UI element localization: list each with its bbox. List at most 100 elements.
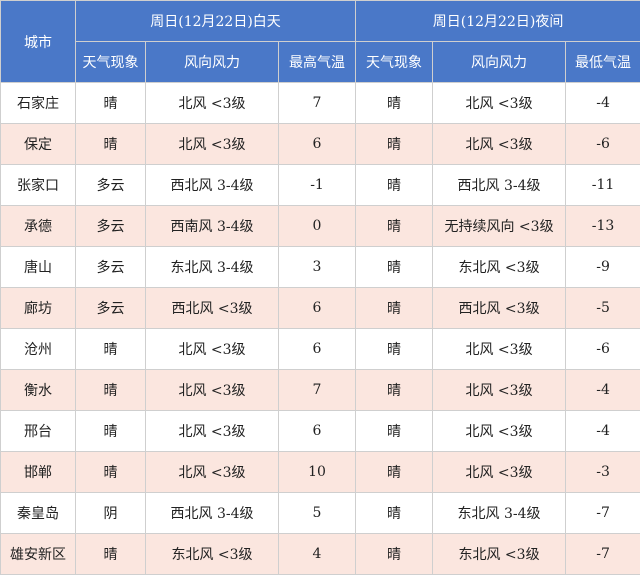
table-row: 承德 多云 西南风 3-4级 0 晴无持续风向 <3级 -13: [0, 205, 640, 247]
table-row: 沧州晴北风 <3级 6 晴北风 <3级 -6: [0, 328, 640, 370]
night-weather-header: 天气现象: [355, 41, 434, 83]
night-weather-cell: 晴: [355, 205, 434, 247]
night-wind-cell: 北风 <3级: [432, 410, 567, 452]
high-temp-cell: 3: [277, 246, 357, 288]
city-header: 城市: [0, 0, 76, 83]
city-cell: 承德: [0, 205, 76, 247]
night-weather-cell: 晴: [355, 246, 434, 288]
high-temp-cell: 10: [277, 451, 357, 493]
day-wind-cell: 西北风 <3级: [145, 287, 279, 329]
day-weather-cell: 多云: [75, 246, 146, 288]
high-temp-cell: 6: [277, 123, 357, 165]
low-temp-cell: -9: [565, 246, 640, 288]
low-temp-cell: -11: [565, 164, 640, 206]
low-temp-cell: -4: [565, 410, 640, 452]
high-temp-cell: 7: [277, 369, 357, 411]
high-temp-cell: 4: [277, 533, 357, 575]
city-cell: 廊坊: [0, 287, 76, 329]
night-wind-header: 风向风力: [432, 41, 567, 83]
city-cell: 保定: [0, 123, 76, 165]
night-weather-cell: 晴: [355, 492, 434, 534]
low-temp-cell: -4: [565, 369, 640, 411]
day-wind-cell: 北风 <3级: [145, 82, 279, 124]
high-temp-cell: -1: [277, 164, 357, 206]
day-wind-cell: 北风 <3级: [145, 328, 279, 370]
day-wind-cell: 北风 <3级: [145, 369, 279, 411]
day-weather-cell: 晴: [75, 410, 146, 452]
city-cell: 雄安新区: [0, 533, 76, 575]
night-wind-cell: 东北风 3-4级: [432, 492, 567, 534]
day-wind-cell: 东北风 3-4级: [145, 246, 279, 288]
day-weather-cell: 晴: [75, 533, 146, 575]
high-temp-cell: 6: [277, 287, 357, 329]
night-weather-cell: 晴: [355, 82, 434, 124]
night-weather-cell: 晴: [355, 287, 434, 329]
low-temp-cell: -13: [565, 205, 640, 247]
day-wind-cell: 西北风 3-4级: [145, 164, 279, 206]
day-wind-cell: 西北风 3-4级: [145, 492, 279, 534]
day-wind-cell: 北风 <3级: [145, 410, 279, 452]
table-row: 石家庄晴北风 <3级 7 晴北风 <3级 -4: [0, 82, 640, 124]
high-temp-cell: 5: [277, 492, 357, 534]
city-cell: 唐山: [0, 246, 76, 288]
day-weather-cell: 晴: [75, 451, 146, 493]
day-weather-cell: 晴: [75, 369, 146, 411]
high-temp-cell: 6: [277, 410, 357, 452]
high-temp-cell: 7: [277, 82, 357, 124]
night-wind-cell: 北风 <3级: [432, 369, 567, 411]
night-wind-cell: 东北风 <3级: [432, 246, 567, 288]
low-temp-cell: -5: [565, 287, 640, 329]
night-weather-cell: 晴: [355, 164, 434, 206]
day-weather-cell: 晴: [75, 82, 146, 124]
nighttime-header: 周日(12月22日)夜间: [355, 0, 640, 42]
table-row: 廊坊 多云 西北风 <3级 6 晴西北风 <3级 -5: [0, 287, 640, 329]
night-weather-cell: 晴: [355, 369, 434, 411]
high-temp-header: 最高气温: [277, 41, 357, 83]
day-wind-cell: 北风 <3级: [145, 451, 279, 493]
night-wind-cell: 东北风 <3级: [432, 533, 567, 575]
low-temp-cell: -6: [565, 328, 640, 370]
day-weather-cell: 阴: [75, 492, 146, 534]
table-row: 唐山 多云 东北风 3-4级 3 晴东北风 <3级 -9: [0, 246, 640, 288]
night-wind-cell: 北风 <3级: [432, 82, 567, 124]
table-row: 邢台晴北风 <3级 6 晴北风 <3级 -4: [0, 410, 640, 452]
low-temp-cell: -7: [565, 492, 640, 534]
night-weather-cell: 晴: [355, 328, 434, 370]
city-cell: 秦皇岛: [0, 492, 76, 534]
low-temp-cell: -3: [565, 451, 640, 493]
night-weather-cell: 晴: [355, 123, 434, 165]
city-cell: 邯郸: [0, 451, 76, 493]
city-cell: 张家口: [0, 164, 76, 206]
table-row: 衡水晴北风 <3级 7 晴北风 <3级 -4: [0, 369, 640, 411]
city-cell: 沧州: [0, 328, 76, 370]
high-temp-cell: 0: [277, 205, 357, 247]
city-cell: 邢台: [0, 410, 76, 452]
table-row: 保定晴北风 <3级 6 晴北风 <3级 -6: [0, 123, 640, 165]
table-body: 石家庄晴北风 <3级 7 晴北风 <3级 -4 保定晴北风 <3级 6 晴北风 <3级 -6 张…: [0, 82, 640, 575]
low-temp-cell: -6: [565, 123, 640, 165]
low-temp-header: 最低气温: [565, 41, 640, 83]
night-wind-cell: 西北风 3-4级: [432, 164, 567, 206]
low-temp-cell: -4: [565, 82, 640, 124]
night-wind-cell: 无持续风向 <3级: [432, 205, 567, 247]
table-row: 张家口 多云 西北风 3-4级 -1 晴西北风 3-4级 -11: [0, 164, 640, 206]
city-cell: 衡水: [0, 369, 76, 411]
day-weather-cell: 多云: [75, 164, 146, 206]
night-wind-cell: 北风 <3级: [432, 328, 567, 370]
city-cell: 石家庄: [0, 82, 76, 124]
high-temp-cell: 6: [277, 328, 357, 370]
day-weather-cell: 晴: [75, 123, 146, 165]
day-weather-cell: 多云: [75, 205, 146, 247]
day-weather-header: 天气现象: [75, 41, 146, 83]
day-wind-header: 风向风力: [145, 41, 279, 83]
night-wind-cell: 北风 <3级: [432, 123, 567, 165]
day-wind-cell: 西南风 3-4级: [145, 205, 279, 247]
low-temp-cell: -7: [565, 533, 640, 575]
table-row: 邯郸晴北风 <3级 10 晴北风 <3级 -3: [0, 451, 640, 493]
night-weather-cell: 晴: [355, 533, 434, 575]
day-wind-cell: 东北风 <3级: [145, 533, 279, 575]
night-weather-cell: 晴: [355, 451, 434, 493]
day-weather-cell: 晴: [75, 328, 146, 370]
table-row: 秦皇岛阴西北风 3-4级 5 晴东北风 3-4级 -7: [0, 492, 640, 534]
